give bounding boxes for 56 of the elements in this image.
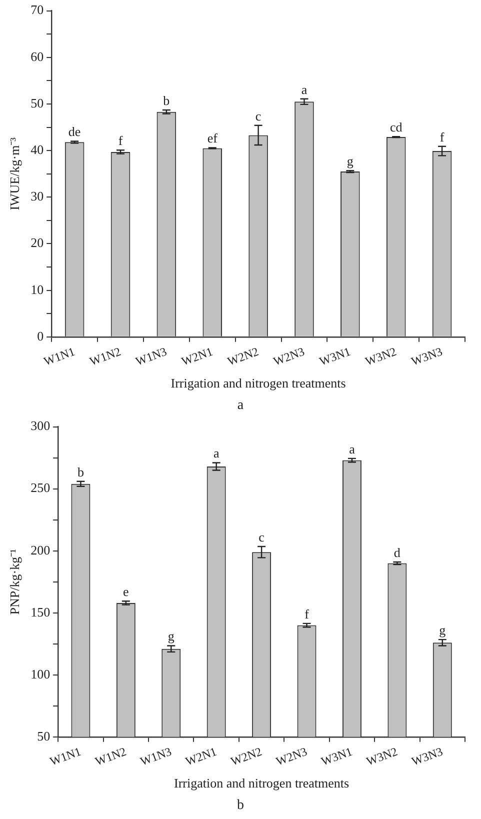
annotation: e (123, 584, 130, 600)
annotation: g (439, 622, 446, 638)
y-tick-label: 0 (37, 328, 44, 344)
x-axis-title: Irrigation and nitrogen treatments (174, 776, 350, 791)
annotation: de (68, 124, 81, 140)
x-tick-label: W3N1 (319, 744, 354, 768)
x-tick-label: W2N1 (184, 744, 218, 768)
x-tick-label: W3N3 (410, 744, 445, 768)
y-tick-label: 200 (30, 542, 50, 558)
annotation: f (118, 133, 124, 148)
text: a (236, 397, 245, 415)
annotation: f (304, 606, 310, 622)
x-axis-title: Irrigation and nitrogen treatments (170, 376, 346, 391)
x-tick-label: W1N1 (48, 744, 83, 768)
x-tick-label: W3N2 (364, 744, 400, 768)
y-tick-label: 20 (30, 235, 44, 250)
annotation: c (258, 529, 265, 544)
annotation: cd (390, 120, 403, 135)
annotation: ef (207, 130, 218, 146)
y-tick-label: 50 (37, 728, 50, 744)
x-tick-label: W1N2 (93, 744, 128, 768)
annotation: a (213, 446, 220, 461)
x-tick-label: W1N1 (42, 344, 77, 368)
text: b (236, 797, 245, 815)
x-tick-label: W1N3 (138, 744, 174, 768)
y-tick-label: 300 (30, 418, 50, 434)
y-tick-label: 100 (30, 666, 50, 682)
annotation: b (163, 92, 170, 108)
y-tick-label: 30 (30, 188, 44, 204)
x-tick-label: W1N2 (88, 344, 123, 368)
y-tick-label: 60 (30, 48, 44, 64)
annotation: d (394, 544, 401, 560)
x-tick-label: W1N3 (134, 344, 169, 368)
x-tick-label: W2N2 (228, 744, 264, 768)
annotation: g (168, 628, 175, 644)
annotation: a (301, 82, 308, 97)
annotation: g (346, 154, 354, 169)
y-tick-label: 70 (30, 2, 44, 18)
y-axis-title: IWUE/kg·m⁻³ (7, 137, 22, 210)
annotation: f (440, 129, 445, 144)
x-tick-label: W2N1 (180, 344, 214, 368)
y-tick-label: 10 (30, 282, 44, 297)
x-tick-label: W3N1 (317, 344, 352, 368)
annotation: a (349, 441, 356, 456)
annotation: b (77, 464, 84, 480)
annotation: c (255, 108, 262, 124)
x-tick-label: W3N3 (409, 344, 444, 368)
y-tick-label: 250 (30, 480, 50, 496)
x-tick-label: W2N3 (274, 744, 309, 768)
y-tick-label: 150 (30, 604, 50, 620)
y-tick-label: 50 (30, 95, 44, 110)
x-tick-label: W3N2 (363, 344, 398, 368)
x-tick-label: W2N2 (226, 344, 260, 368)
y-tick-label: 40 (30, 142, 44, 157)
x-tick-label: W2N3 (272, 344, 306, 368)
y-axis-title: PNP/kg·kg⁻¹ (7, 548, 22, 615)
